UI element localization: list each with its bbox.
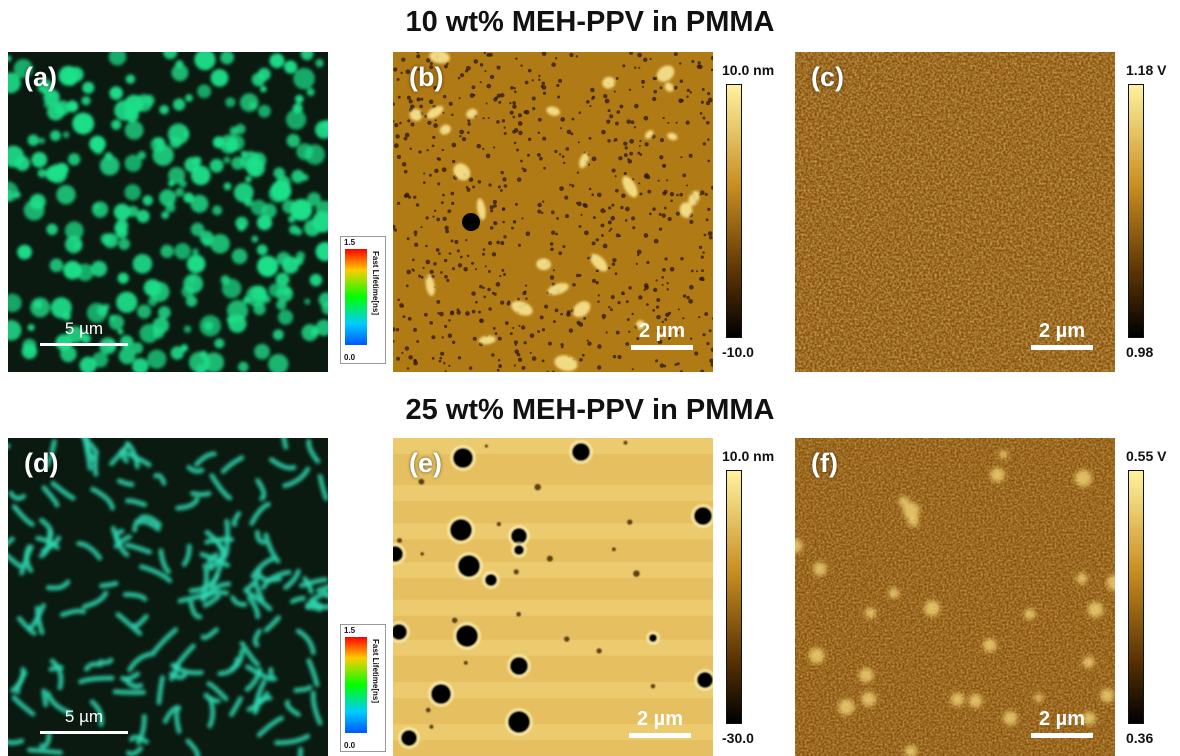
afm-image-b: (b) 2 µm xyxy=(393,52,713,372)
kpfm-image-c: (c) 2 µm xyxy=(795,52,1115,372)
panel-label: (d) xyxy=(24,448,59,478)
colorbar-max: 1.5 xyxy=(344,238,356,247)
colorbar-title: Fast Lifetime[ns] xyxy=(371,639,380,704)
colorbar-gradient xyxy=(1128,470,1144,724)
colorbar-gradient xyxy=(726,470,742,724)
panel-label: (c) xyxy=(811,62,844,92)
scale-bar: 2 µm xyxy=(1031,320,1093,350)
flim-micrograph xyxy=(8,438,328,756)
colorbar-min: 0.36 xyxy=(1126,730,1154,746)
scale-bar: 2 µm xyxy=(631,320,693,350)
afm-image-e: (e) 2 µm xyxy=(393,438,713,756)
lifetime-colorbar: 1.5 Fast Lifetime[ns] 0.0 xyxy=(340,624,386,752)
colorbar-min: 0.98 xyxy=(1126,344,1154,360)
colorbar-gradient xyxy=(726,84,742,338)
scale-bar-line xyxy=(40,343,128,346)
kpfm-image-f: (f) 2 µm xyxy=(795,438,1115,756)
scale-bar-label: 5 µm xyxy=(64,319,104,338)
colorbar-max: 0.55 V xyxy=(1126,448,1167,464)
row-title-2: 25 wt% MEH-PPV in PMMA xyxy=(405,394,775,426)
scale-bar-line xyxy=(631,345,693,350)
colorbar-title: Fast Lifetime[ns] xyxy=(371,251,380,316)
colorbar-gradient xyxy=(345,637,367,733)
kpfm-potential-map xyxy=(795,52,1115,372)
panel-label: (e) xyxy=(409,448,442,478)
scale-bar-line xyxy=(1031,345,1093,350)
scale-bar-line xyxy=(40,731,128,734)
colorbar-gradient xyxy=(345,249,367,345)
colorbar-max: 10.0 nm xyxy=(722,448,775,464)
scale-bar: 5 µm xyxy=(40,318,128,346)
panel-label: (f) xyxy=(811,448,838,478)
scale-bar: 2 µm xyxy=(1031,708,1093,738)
kpfm-potential-map xyxy=(795,438,1115,756)
scale-bar-label: 2 µm xyxy=(1039,320,1085,342)
colorbar-min: 0.0 xyxy=(344,353,356,362)
colorbar-min: -30.0 xyxy=(722,730,754,746)
scale-bar: 2 µm xyxy=(629,708,691,738)
scale-bar-label: 2 µm xyxy=(639,320,685,342)
row-title-1: 10 wt% MEH-PPV in PMMA xyxy=(405,6,775,38)
colorbar-max: 1.18 V xyxy=(1126,62,1167,78)
colorbar-max: 10.0 nm xyxy=(722,62,775,78)
scale-bar-label: 5 µm xyxy=(64,707,104,726)
afm-topography xyxy=(393,52,713,372)
flim-micrograph xyxy=(8,52,328,372)
panel-label: (b) xyxy=(409,62,444,92)
panel-label: (a) xyxy=(24,62,57,92)
scale-bar: 5 µm xyxy=(40,706,128,734)
colorbar-gradient xyxy=(1128,84,1144,338)
colorbar-min: 0.0 xyxy=(344,741,356,750)
flim-image-d: (d) 5 µm xyxy=(8,438,328,756)
flim-image-a: (a) 5 µm xyxy=(8,52,328,372)
colorbar-min: -10.0 xyxy=(722,344,754,360)
scale-bar-line xyxy=(629,733,691,738)
lifetime-colorbar: 1.5 Fast Lifetime[ns] 0.0 xyxy=(340,236,386,364)
scale-bar-line xyxy=(1031,733,1093,738)
colorbar-max: 1.5 xyxy=(344,626,356,635)
afm-topography xyxy=(393,438,713,756)
scale-bar-label: 2 µm xyxy=(1039,708,1085,730)
scale-bar-label: 2 µm xyxy=(637,708,683,730)
